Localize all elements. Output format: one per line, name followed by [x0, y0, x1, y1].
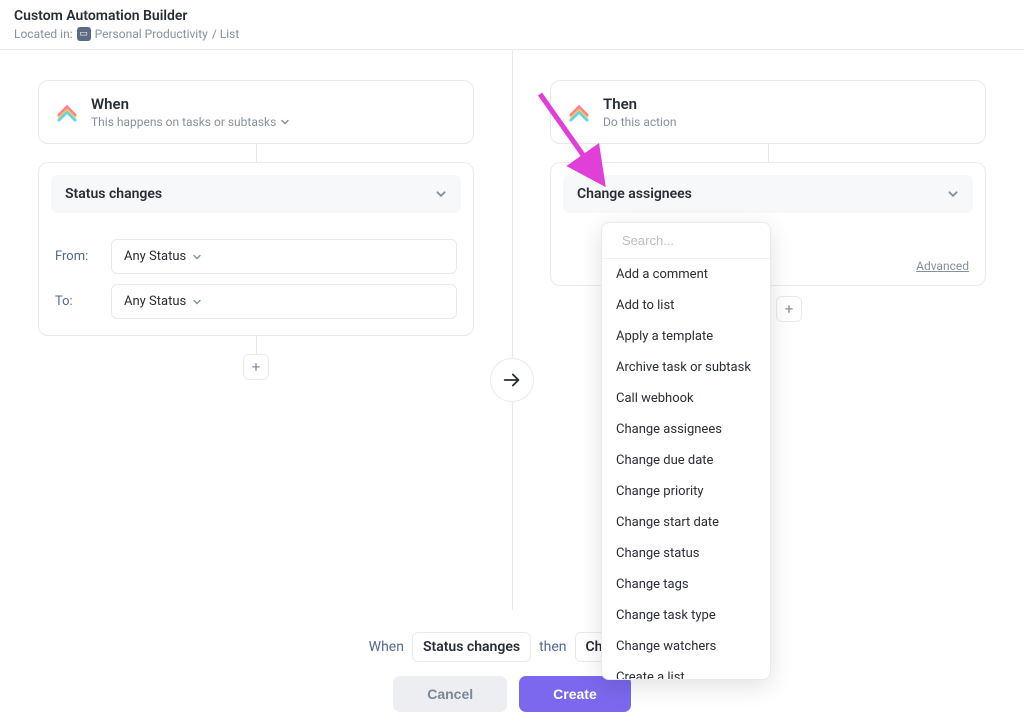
dropdown-item[interactable]: Archive task or subtask: [602, 352, 770, 383]
action-label: Change assignees: [577, 186, 692, 202]
then-header-card: Then Do this action: [550, 80, 986, 144]
trigger-select[interactable]: Status changes: [51, 175, 461, 213]
summary-then-word: then: [539, 639, 566, 655]
then-title: Then: [603, 95, 676, 113]
to-label: To:: [55, 294, 97, 309]
space-name[interactable]: Personal Productivity: [95, 27, 208, 41]
dropdown-item[interactable]: Change priority: [602, 476, 770, 507]
from-status-select[interactable]: Any Status: [111, 239, 457, 274]
automation-summary: When Status changes then Change a: [0, 632, 1024, 662]
action-select[interactable]: Change assignees: [563, 175, 973, 213]
chevron-down-icon: [435, 188, 447, 200]
dropdown-item[interactable]: Create a list: [602, 662, 770, 679]
trigger-label: Status changes: [65, 186, 162, 202]
space-icon: ▭: [77, 27, 91, 41]
dropdown-item[interactable]: Add a comment: [602, 259, 770, 290]
connector-line: [256, 144, 257, 162]
when-subtitle[interactable]: This happens on tasks or subtasks: [91, 115, 290, 129]
connector-line: [768, 144, 769, 162]
to-status-select[interactable]: Any Status: [111, 284, 457, 319]
when-header-card: When This happens on tasks or subtasks: [38, 80, 474, 144]
create-button[interactable]: Create: [519, 676, 631, 712]
app-logo-icon: [55, 100, 79, 124]
chevron-down-icon: [280, 117, 290, 127]
dropdown-item[interactable]: Change status: [602, 538, 770, 569]
dropdown-item[interactable]: Add to list: [602, 290, 770, 321]
located-in-label: Located in:: [14, 27, 73, 41]
then-subtitle: Do this action: [603, 115, 676, 129]
when-title: When: [91, 95, 290, 113]
dropdown-item[interactable]: Change watchers: [602, 631, 770, 662]
list-suffix: / List: [212, 27, 239, 41]
from-label: From:: [55, 249, 97, 264]
page-header: Custom Automation Builder Located in: ▭ …: [0, 0, 1024, 50]
dropdown-search-row: [602, 223, 770, 259]
dropdown-item[interactable]: Change start date: [602, 507, 770, 538]
cancel-button[interactable]: Cancel: [393, 676, 507, 712]
dropdown-item[interactable]: Apply a template: [602, 321, 770, 352]
dropdown-item[interactable]: Change assignees: [602, 414, 770, 445]
chevron-down-icon: [192, 252, 202, 262]
summary-when-word: When: [369, 639, 404, 655]
add-action-button[interactable]: +: [776, 296, 802, 322]
dropdown-item[interactable]: Call webhook: [602, 383, 770, 414]
dropdown-list: Add a commentAdd to listApply a template…: [602, 259, 770, 679]
action-dropdown: Add a commentAdd to listApply a template…: [601, 222, 771, 680]
when-trigger-card: Status changes From: Any Status To: Any …: [38, 162, 474, 336]
dropdown-item[interactable]: Change due date: [602, 445, 770, 476]
automation-builder: When This happens on tasks or subtasks S…: [0, 50, 1024, 610]
dropdown-search-input[interactable]: [622, 233, 771, 248]
when-column: When This happens on tasks or subtasks S…: [0, 50, 512, 610]
dropdown-item[interactable]: Change task type: [602, 600, 770, 631]
chevron-down-icon: [192, 297, 202, 307]
dropdown-item[interactable]: Change tags: [602, 569, 770, 600]
app-logo-icon: [567, 100, 591, 124]
add-trigger-button[interactable]: +: [243, 354, 269, 380]
page-title: Custom Automation Builder: [14, 8, 1010, 24]
breadcrumb: Located in: ▭ Personal Productivity / Li…: [14, 27, 1010, 41]
chevron-down-icon: [947, 188, 959, 200]
summary-when-pill[interactable]: Status changes: [412, 632, 531, 662]
footer-bar: When Status changes then Change a Cancel…: [0, 618, 1024, 722]
connector-line: [256, 336, 257, 354]
flow-arrow: [490, 358, 534, 402]
arrow-right-icon: [501, 369, 523, 391]
